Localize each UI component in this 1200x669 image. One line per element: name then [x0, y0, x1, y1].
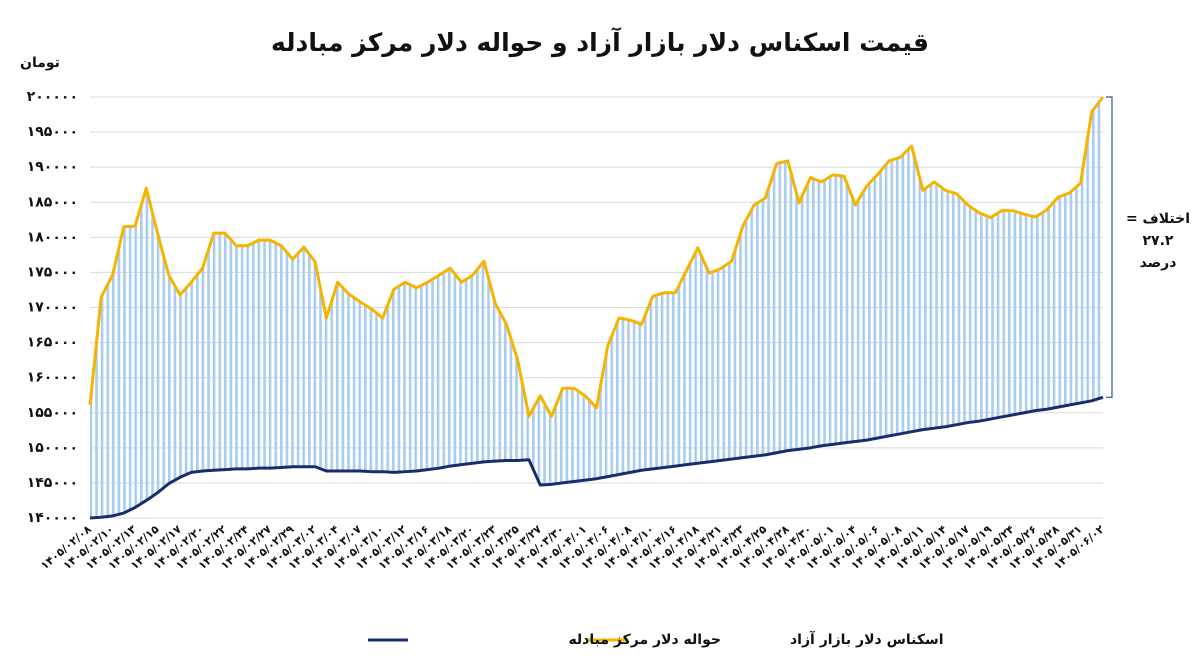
legend-label: اسکناس دلار بازار آزاد — [790, 630, 944, 648]
chart-title: قیمت اسکناس دلار بازار آزاد و حواله دلار… — [271, 27, 929, 58]
y-tick-label: ۱۶۵۰۰۰ — [27, 335, 78, 351]
annotation: اختلاف = — [1126, 211, 1190, 227]
y-tick-label: ۱۵۰۰۰۰ — [27, 440, 78, 456]
annotation: ۲۷.۲ — [1143, 233, 1174, 249]
y-tick-label: ۱۷۰۰۰۰ — [27, 300, 78, 316]
series-line — [88, 96, 1105, 418]
legend-label: حواله دلار مرکز مبادله — [568, 632, 721, 648]
y-tick-label: ۱۹۰۰۰۰ — [27, 159, 78, 175]
y-tick-label: ۱۶۰۰۰۰ — [27, 370, 78, 386]
plot-area — [88, 96, 1113, 520]
annotation: درصد — [1140, 255, 1177, 271]
y-tick-label: ۱۵۵۰۰۰ — [27, 405, 78, 421]
y-tick-label: ۱۸۰۰۰۰ — [27, 229, 78, 245]
y-tick-label: ۱۷۵۰۰۰ — [27, 264, 78, 280]
y-tick-label: ۱۸۵۰۰۰ — [27, 194, 78, 210]
y-tick-label: ۱۴۰۰۰۰ — [27, 510, 78, 526]
y-tick-label: ۱۹۵۰۰۰ — [27, 124, 78, 140]
spread-area — [90, 97, 1103, 518]
y-axis-unit: تومان — [20, 55, 60, 71]
y-tick-label: ۲۰۰۰۰۰ — [27, 89, 78, 105]
series-line — [89, 395, 1104, 520]
y-tick-label: ۱۴۵۰۰۰ — [27, 475, 78, 491]
difference-bracket — [1106, 96, 1113, 398]
